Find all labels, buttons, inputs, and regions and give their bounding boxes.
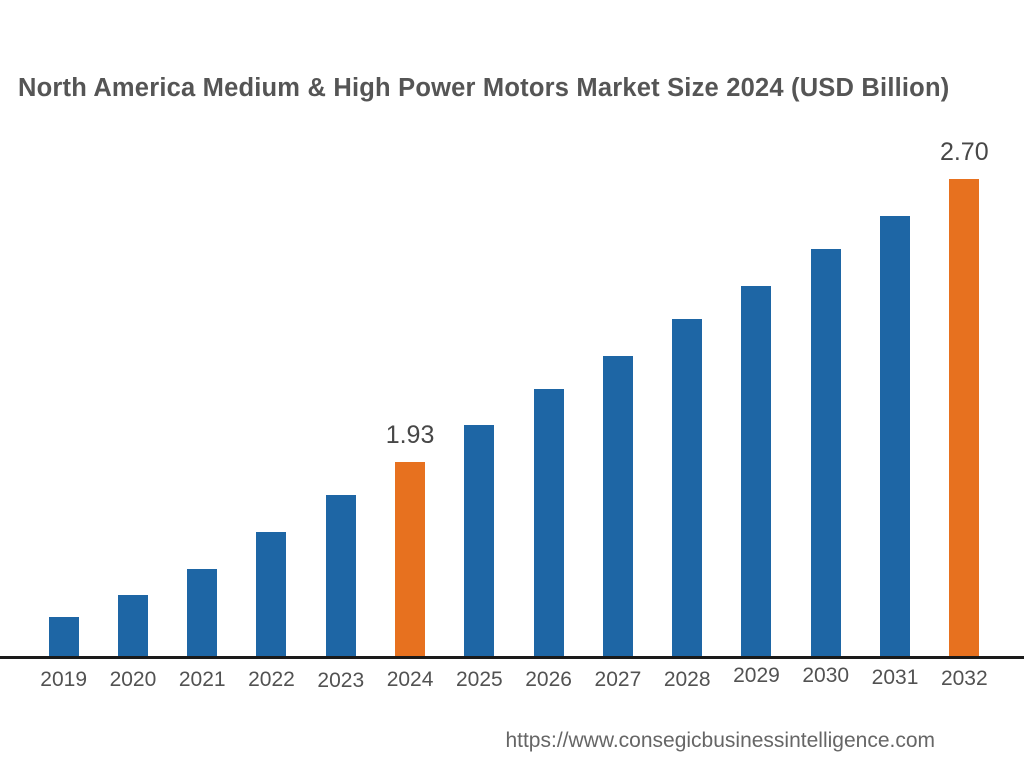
- x-tick-label-2029: 2029: [733, 664, 780, 687]
- bar-slot-2020: [98, 595, 167, 657]
- bar-2029: [741, 286, 772, 657]
- x-axis-tick-labels: 2019 2020 2021 2022 2023 2024 2025 2026 2027 2028…: [29, 665, 999, 692]
- bar-slot-2021: [168, 569, 237, 657]
- bar-2027: [602, 356, 633, 657]
- x-tick-label-2019: 2019: [40, 668, 87, 691]
- bar-2019: [48, 617, 79, 657]
- bar-value-label-2024: 1.93: [385, 421, 435, 449]
- bar-slot-2027: [583, 356, 652, 657]
- bar-2020: [117, 595, 148, 657]
- x-axis-line: [0, 656, 1024, 659]
- x-tick-label-2023: 2023: [317, 669, 365, 692]
- x-tick-label-2031: 2031: [871, 666, 919, 689]
- bar-slot-2030: [791, 249, 860, 657]
- x-tick-label-2032: 2032: [940, 667, 988, 690]
- bar-slot-2025: [445, 425, 514, 657]
- bar-2022: [256, 532, 287, 657]
- bar-slot-2024: 1.93: [375, 421, 444, 657]
- x-tick-label-2028: 2028: [663, 668, 711, 691]
- x-tick-label-2021: 2021: [178, 668, 226, 691]
- bar-2030: [810, 249, 841, 657]
- bar-2023: [325, 495, 356, 657]
- bar-slot-2022: [237, 532, 306, 657]
- bar-slot-2023: [306, 495, 375, 657]
- x-tick-label-2026: 2026: [525, 668, 572, 691]
- bar-slot-2031: [860, 216, 929, 657]
- bar-2031: [880, 216, 911, 657]
- bar-slot-2019: [29, 617, 98, 657]
- bar-2024: [395, 462, 426, 657]
- bar-2026: [533, 389, 564, 657]
- bar-2028: [672, 319, 703, 657]
- bar-slot-2026: [514, 389, 583, 657]
- bar-series: 1.93 2.70: [29, 0, 999, 657]
- x-tick-label-2030: 2030: [802, 664, 850, 687]
- bar-2021: [187, 569, 218, 657]
- bar-slot-2028: [653, 319, 722, 657]
- bar-slot-2032: 2.70: [930, 138, 999, 657]
- x-tick-label-2024: 2024: [386, 668, 434, 691]
- bar-2032: [949, 179, 980, 657]
- x-tick-label-2020: 2020: [109, 668, 157, 691]
- x-tick-label-2022: 2022: [248, 668, 295, 691]
- x-tick-label-2027: 2027: [594, 668, 642, 691]
- bar-2025: [464, 425, 495, 657]
- bar-slot-2029: [722, 286, 791, 657]
- source-url-link[interactable]: https://www.consegicbusinessintelligence…: [505, 729, 935, 752]
- bar-value-label-2032: 2.70: [939, 138, 989, 166]
- chart-title: North America Medium & High Power Motors…: [18, 74, 950, 102]
- x-tick-label-2025: 2025: [455, 668, 503, 691]
